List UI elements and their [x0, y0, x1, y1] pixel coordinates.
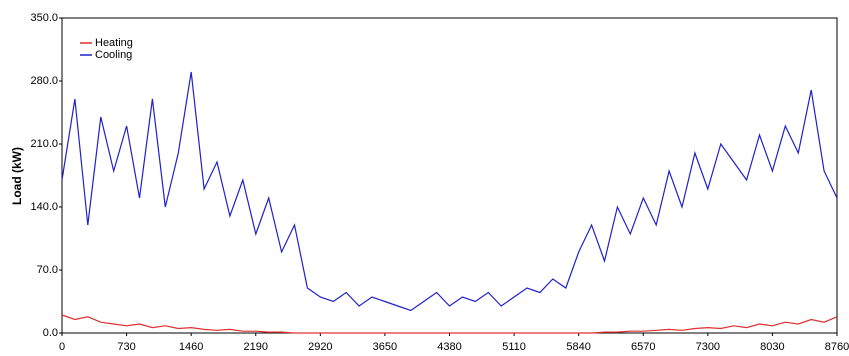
x-tick-label: 730 — [117, 341, 135, 353]
x-tick-label: 2190 — [244, 341, 268, 353]
x-tick-label: 1460 — [179, 341, 203, 353]
x-tick-label: 2920 — [308, 341, 332, 353]
x-tick-label: 3650 — [373, 341, 397, 353]
y-tick-label: 0.0 — [43, 327, 58, 339]
y-tick-label: 350.0 — [30, 12, 58, 24]
x-tick-label: 0 — [59, 341, 65, 353]
chart: Load (kW) 0.0 70.0 140.0 210.0 280.0 350.0 0 73… — [0, 0, 849, 356]
x-tick-label: 8760 — [825, 341, 849, 353]
legend-label: Cooling — [95, 49, 132, 61]
x-tick-label: 5110 — [502, 341, 526, 353]
y-tick-label: 280.0 — [30, 75, 58, 87]
x-tick-label: 6570 — [631, 341, 655, 353]
x-tick-label: 5840 — [566, 341, 590, 353]
legend-label: Heating — [95, 37, 133, 49]
x-tick-label: 7300 — [696, 341, 720, 353]
y-tick-label: 140.0 — [30, 201, 58, 213]
plot-frame — [62, 18, 837, 333]
y-axis-label: Load (kW) — [10, 147, 24, 205]
x-tick-label: 8030 — [760, 341, 784, 353]
x-tick-label: 4380 — [437, 341, 461, 353]
y-tick-label: 210.0 — [30, 138, 58, 150]
y-tick-label: 70.0 — [37, 264, 58, 276]
